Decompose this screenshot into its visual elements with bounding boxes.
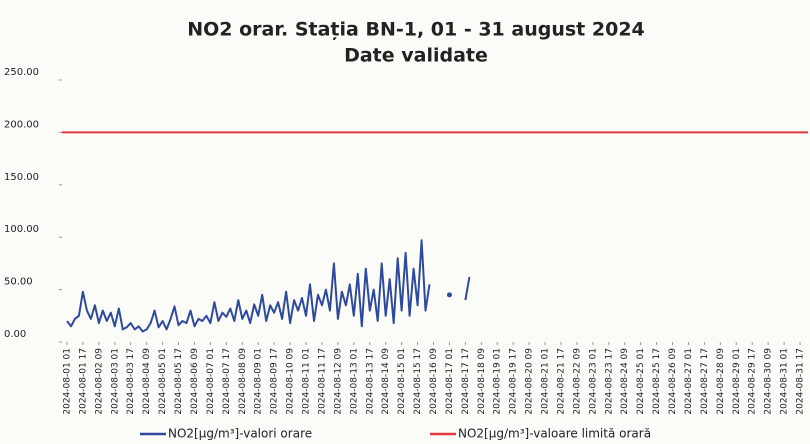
x-tick-label: 2024-08-15 17 — [413, 348, 423, 415]
y-tick-label: 200.00 — [4, 119, 39, 130]
legend-label: NO2[µg/m³]-valoare limită orară — [458, 427, 651, 441]
x-tick-label: 2024-08-11 17 — [317, 348, 327, 415]
x-tick-label: 2024-08-03 17 — [126, 348, 136, 415]
x-tick-label: 2024-08-16 09 — [429, 348, 439, 415]
x-tick-label: 2024-08-23 01 — [588, 348, 598, 415]
x-tick-label: 2024-08-27 01 — [684, 348, 694, 415]
x-tick-label: 2024-08-29 17 — [748, 348, 758, 415]
legend-label: NO2[µg/m³]-valori orare — [168, 427, 312, 441]
data-point — [446, 292, 452, 298]
x-tick-label: 2024-08-11 01 — [302, 348, 312, 415]
x-tick-label: 2024-08-20 09 — [525, 348, 535, 415]
x-tick-label: 2024-08-29 01 — [732, 348, 742, 415]
chart-title: NO2 orar. Stația BN-1, 01 - 31 august 20… — [187, 19, 645, 41]
x-tick-label: 2024-08-07 01 — [206, 348, 216, 415]
x-tick-label: 2024-08-13 01 — [349, 348, 359, 415]
series-line — [66, 239, 471, 333]
y-tick-label: 100.00 — [4, 224, 39, 235]
x-tick-label: 2024-08-07 17 — [222, 348, 232, 415]
x-tick-label: 2024-08-13 17 — [365, 348, 375, 415]
x-tick-label: 2024-08-31 17 — [796, 348, 806, 415]
x-tick-label: 2024-08-17 17 — [461, 348, 471, 415]
x-tick-label: 2024-08-10 09 — [286, 348, 296, 415]
x-tick-label: 2024-08-26 09 — [668, 348, 678, 415]
y-tick-label: 0.00 — [4, 329, 26, 340]
x-tick-label: 2024-08-25 17 — [652, 348, 662, 415]
y-tick-label: 250.00 — [4, 67, 39, 78]
y-tick-label: 150.00 — [4, 172, 39, 183]
x-tick-label: 2024-08-02 09 — [94, 348, 104, 415]
x-tick-label: 2024-08-21 17 — [556, 348, 566, 415]
x-tick-label: 2024-08-03 01 — [110, 348, 120, 415]
x-tick-label: 2024-08-15 01 — [397, 348, 407, 415]
x-tick-label: 2024-08-12 09 — [333, 348, 343, 415]
x-tick-label: 2024-08-25 01 — [636, 348, 646, 415]
x-tick-label: 2024-08-22 09 — [572, 348, 582, 415]
y-tick-label: 50.00 — [4, 277, 33, 288]
x-tick-label: 2024-08-05 17 — [174, 348, 184, 415]
x-tick-label: 2024-08-31 01 — [780, 348, 790, 415]
x-tick-label: 2024-08-18 09 — [477, 348, 487, 415]
x-tick-label: 2024-08-08 09 — [238, 348, 248, 415]
x-tick-label: 2024-08-28 09 — [716, 348, 726, 415]
x-tick-label: 2024-08-14 09 — [381, 348, 391, 415]
x-tick-label: 2024-08-05 01 — [158, 348, 168, 415]
x-tick-label: 2024-08-17 01 — [445, 348, 455, 415]
x-tick-label: 2024-08-19 01 — [493, 348, 503, 415]
x-tick-label: 2024-08-09 17 — [270, 348, 280, 415]
x-tick-label: 2024-08-04 09 — [142, 348, 152, 415]
x-tick-label: 2024-08-01 01 — [62, 348, 72, 415]
x-tick-label: 2024-08-06 09 — [190, 348, 200, 415]
x-tick-label: 2024-08-27 17 — [700, 348, 710, 415]
x-tick-label: 2024-08-23 17 — [604, 348, 614, 415]
chart-subtitle: Date validate — [344, 45, 488, 67]
x-tick-label: 2024-08-19 17 — [509, 348, 519, 415]
x-tick-label: 2024-08-30 09 — [764, 348, 774, 415]
x-tick-label: 2024-08-21 01 — [541, 348, 551, 415]
x-tick-label: 2024-08-01 17 — [78, 348, 88, 415]
x-tick-label: 2024-08-24 09 — [620, 348, 630, 415]
x-tick-label: 2024-08-09 01 — [254, 348, 264, 415]
